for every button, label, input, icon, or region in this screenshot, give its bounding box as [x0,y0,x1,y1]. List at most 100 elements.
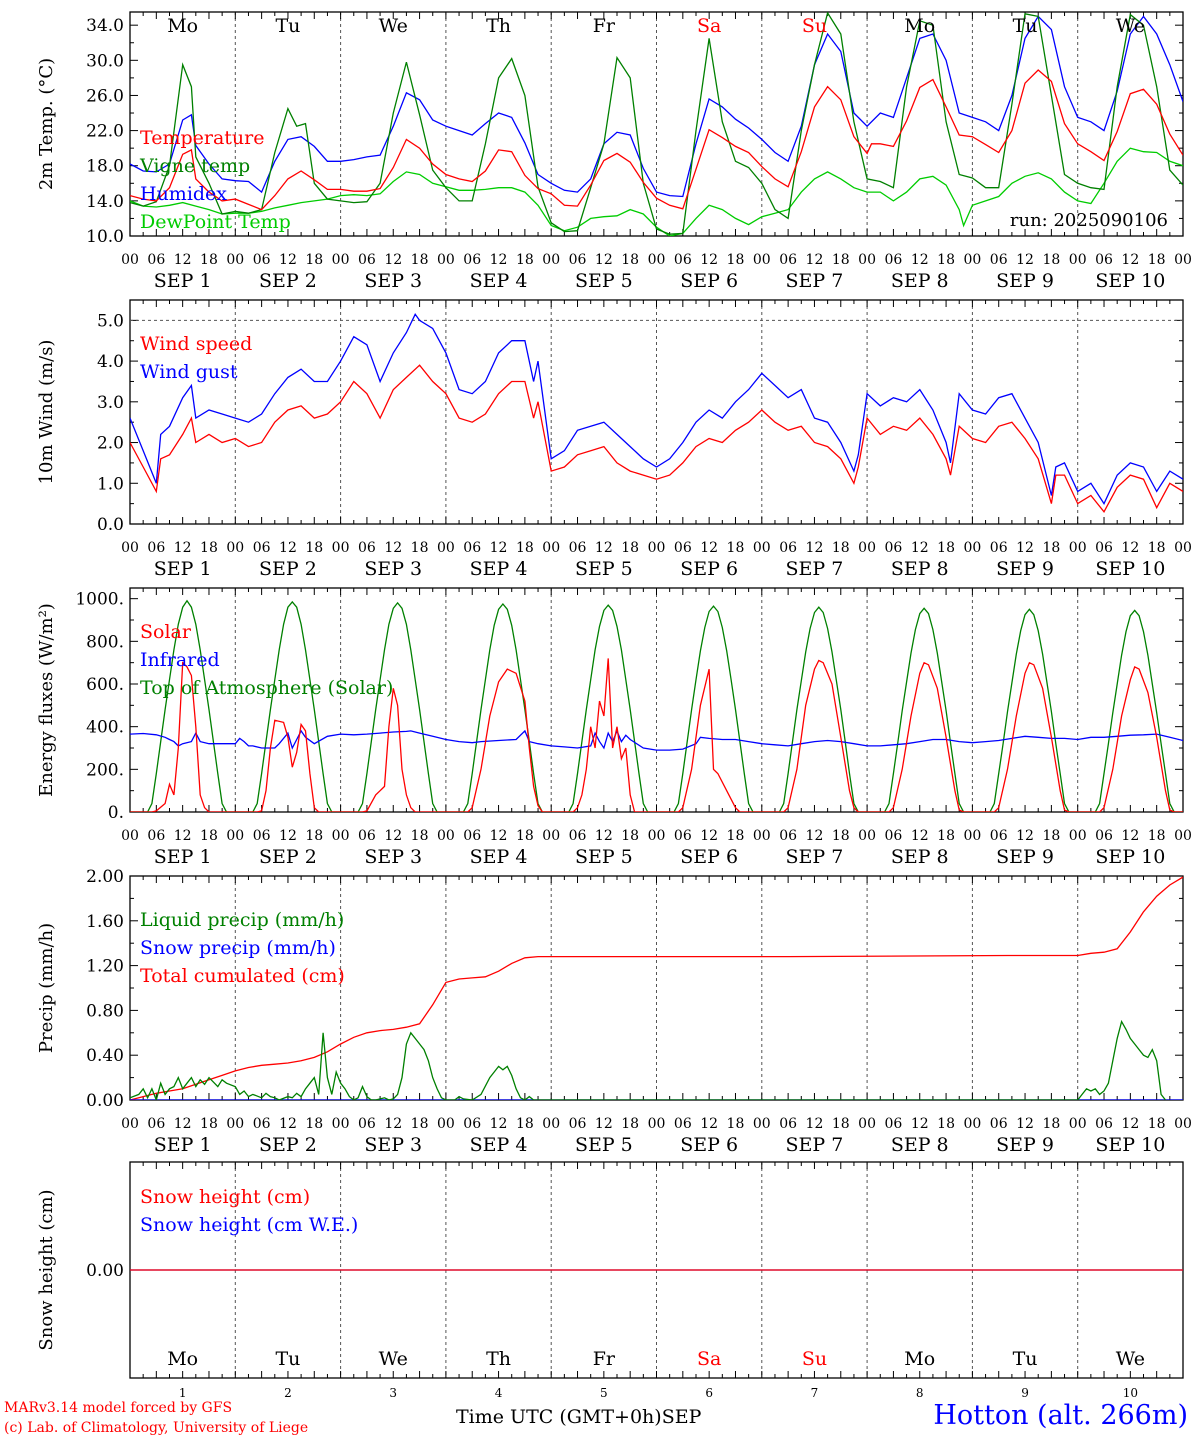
weekday-label-top: We [1116,15,1145,37]
panel-energy-hour-tick-label: 12 [911,828,929,844]
day-number-label: 3 [389,1386,397,1400]
day-number-label: 7 [811,1386,819,1400]
panel-energy-y-tick-label: 400. [86,718,124,738]
panel-precip-hour-tick-label: 18 [621,1116,639,1132]
panel-precip-y-axis-label: Precip (mm/h) [36,923,57,1053]
weekday-label-bottom: Tu [1013,1348,1038,1370]
credit-line-2: (c) Lab. of Climatology, University of L… [4,1420,309,1436]
panel-energy-hour-tick-label: 06 [569,828,587,844]
panel-temperature-hour-tick-label: 06 [990,252,1008,268]
panel-temperature-hour-tick-label: 12 [595,252,613,268]
panel-energy-date-label: SEP 1 [154,846,212,868]
panel-energy-hour-tick-label: 12 [490,828,508,844]
panel-precip-series-liquid-precip-mm-h- [130,1019,1167,1100]
panel-temperature-hour-tick-label: 00 [226,252,244,268]
panel-temperature-y-axis-label: 2m Temp. (°C) [36,58,57,190]
panel-precip-series-total-cumulated-cm- [130,876,1183,1100]
panel-energy-hour-tick-label: 00 [1069,828,1087,844]
panel-energy-hour-tick-label: 18 [727,828,745,844]
panel-wind-hour-tick-label: 06 [674,540,692,556]
panel-temperature-hour-tick-label: 18 [727,252,745,268]
panel-wind-hour-tick-label: 00 [1069,540,1087,556]
panel-temperature-y-tick-label: 18.0 [86,157,124,177]
panel-precip-hour-tick-label: 18 [1148,1116,1166,1132]
panel-temperature-y-tick-label: 22.0 [86,122,124,142]
weekday-label-top: Th [486,15,511,37]
panel-energy-hour-tick-label: 06 [358,828,376,844]
weekday-label-top: We [379,15,408,37]
panel-temperature-legend-entry: Humidex [140,183,227,205]
panel-energy-hour-tick-label: 06 [779,828,797,844]
panel-wind-date-label: SEP 9 [996,558,1054,580]
panel-wind-y-tick-label: 5.0 [97,311,124,331]
panel-energy-hour-tick-label: 18 [305,828,323,844]
panel-energy-hour-tick-label: 00 [437,828,455,844]
panel-energy-series-infrared [130,729,1183,751]
panel-energy-date-label: SEP 4 [470,846,528,868]
panel-temperature-y-tick-label: 34.0 [86,16,124,36]
panel-temperature-hour-tick-label: 00 [437,252,455,268]
panel-temperature-hour-tick-label: 18 [937,252,955,268]
panel-energy-legend-entry: Solar [140,621,192,643]
panel-temperature-series-vigne-temp [130,12,1183,235]
panel-precip-hour-tick-label: 18 [305,1116,323,1132]
panel-energy-hour-tick-label: 00 [542,828,560,844]
panel-energy-legend-entry: Top of Atmosphere (Solar) [140,677,393,699]
panel-energy-hour-tick-label: 18 [516,828,534,844]
panel-energy-hour-tick-label: 12 [1121,828,1139,844]
panel-precip-legend-entry: Total cumulated (cm) [140,965,345,987]
panel-precip-y-tick-label: 2.00 [86,867,124,887]
panel-temperature-date-label: SEP 1 [154,270,212,292]
panel-temperature-hour-tick-label: 12 [700,252,718,268]
panel-temperature-legend-entry: DewPoint Temp [140,211,291,233]
panel-temperature-hour-tick-label: 00 [121,252,139,268]
panel-energy-hour-tick-label: 06 [1095,828,1113,844]
weekday-label-top: Tu [275,15,300,37]
panel-energy-hour-tick-label: 12 [595,828,613,844]
x-axis-label: Time UTC (GMT+0h)SEP [456,1406,701,1428]
panel-temperature-hour-tick-label: 12 [279,252,297,268]
panel-precip-hour-tick-label: 12 [595,1116,613,1132]
panel-energy-hour-tick-label: 12 [174,828,192,844]
panel-precip-hour-tick-label: 00 [963,1116,981,1132]
panel-wind-hour-tick-label: 06 [569,540,587,556]
panel-wind-y-tick-label: 4.0 [97,352,124,372]
panel-precip-hour-tick-label: 00 [542,1116,560,1132]
panel-snow-legend-entry: Snow height (cm) [140,1186,310,1208]
panel-temperature-hour-tick-label: 18 [1148,252,1166,268]
panel-precip-date-label: SEP 7 [786,1134,844,1156]
panel-energy-frame [129,587,1184,813]
panel-wind-hour-tick-label: 00 [648,540,666,556]
panel-wind-hour-tick-label: 18 [1042,540,1060,556]
panel-wind-series-wind-gust [130,313,1183,505]
panel-temperature-legend-entry: Vigne temp [139,155,250,177]
day-number-label: 9 [1021,1386,1029,1400]
panel-temperature-hour-tick-label: 06 [674,252,692,268]
panel-wind-hour-tick-label: 00 [753,540,771,556]
panel-energy-series-solar [130,658,1183,812]
panel-precip-hour-tick-label: 00 [437,1116,455,1132]
x-axis-label-text: Time UTC (GMT+0h) [456,1406,662,1428]
panel-precip-date-label: SEP 8 [891,1134,949,1156]
panel-energy-date-label: SEP 9 [996,846,1054,868]
panel-temperature-hour-tick-label: 06 [463,252,481,268]
weekday-label-bottom: Mo [167,1348,198,1370]
panel-wind-date-label: SEP 10 [1095,558,1165,580]
panel-wind-hour-tick-label: 12 [279,540,297,556]
weekday-label-bottom: Tu [275,1348,300,1370]
run-label: run: 2025090106 [1010,210,1168,231]
panel-precip-hour-tick-label: 06 [885,1116,903,1132]
panel-energy-y-tick-label: 1000. [75,590,124,610]
panel-precip-date-label: SEP 2 [259,1134,317,1156]
panel-temperature-hour-tick-label: 12 [174,252,192,268]
panel-energy-hour-tick-label: 06 [253,828,271,844]
panel-snow-legend-entry: Snow height (cm W.E.) [140,1214,358,1236]
panel-precip-hour-tick-label: 18 [411,1116,429,1132]
panel-precip-y-tick-label: 1.60 [86,912,124,932]
panel-wind-y-tick-label: 3.0 [97,393,124,413]
panel-precip-hour-tick-label: 06 [674,1116,692,1132]
panel-temperature-hour-tick-label: 12 [1016,252,1034,268]
panel-temperature-hour-tick-label: 06 [779,252,797,268]
panel-temperature-hour-tick-label: 00 [753,252,771,268]
